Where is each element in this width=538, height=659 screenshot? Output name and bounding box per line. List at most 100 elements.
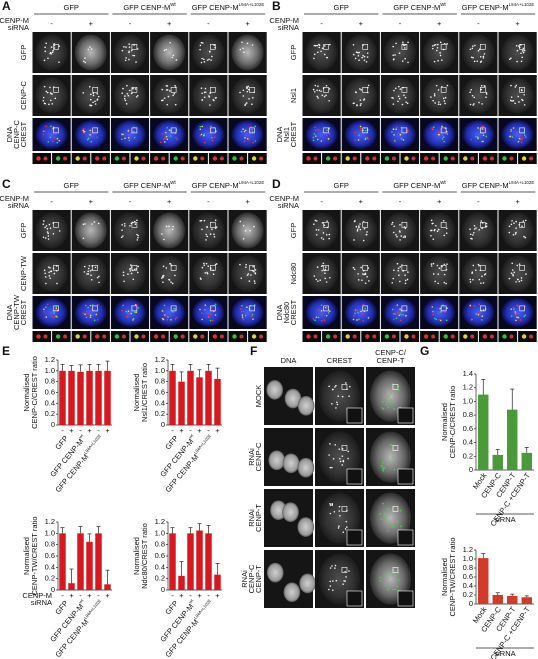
spot (437, 103, 440, 106)
zoom-inset (71, 331, 91, 342)
spot (520, 60, 523, 63)
spot (524, 236, 527, 239)
zoom-spot (251, 334, 257, 339)
spot (137, 234, 139, 237)
spot (328, 454, 330, 456)
cell-body (305, 34, 338, 71)
spot (53, 137, 56, 139)
roi-box (519, 305, 525, 312)
spot (199, 134, 202, 137)
spot (359, 228, 362, 231)
zoom-spot (372, 334, 377, 339)
spot (209, 92, 212, 94)
roi-box (323, 264, 329, 271)
spot (385, 517, 387, 520)
spot (508, 277, 511, 280)
spot (483, 273, 486, 276)
condition-label: CENP-M (0, 194, 29, 203)
cell-body (462, 297, 495, 328)
spot (53, 44, 56, 47)
spot (398, 85, 400, 88)
spot (443, 273, 446, 276)
spot (517, 95, 520, 98)
spot (327, 137, 330, 140)
zoom-spot (55, 334, 61, 339)
spot (511, 220, 513, 222)
spot (251, 44, 254, 46)
y-tick-label: 0.2 (463, 590, 473, 599)
spot (83, 265, 86, 268)
spot (200, 312, 203, 314)
spot (522, 51, 525, 54)
spot (329, 512, 332, 515)
spot (48, 103, 50, 106)
spot (245, 266, 247, 269)
spot (432, 238, 435, 240)
spot (52, 232, 55, 235)
spot (49, 99, 52, 102)
spot (334, 567, 336, 569)
spot (134, 223, 137, 226)
zoom-spot (36, 156, 41, 161)
spot (514, 86, 517, 88)
spot (132, 87, 134, 90)
spot (338, 448, 341, 450)
spot (363, 99, 365, 101)
spot (388, 521, 390, 524)
panel-label: E (2, 344, 10, 358)
zoom-spot (411, 156, 416, 161)
cell-body (35, 34, 68, 71)
spot (137, 307, 140, 309)
spot (367, 138, 369, 140)
spot (481, 319, 483, 321)
zoom-spot (333, 334, 338, 339)
spot (58, 45, 61, 47)
spot (441, 134, 444, 137)
spot (128, 46, 131, 48)
spot (391, 572, 393, 575)
spot (518, 137, 521, 140)
spot (244, 129, 247, 132)
spot (316, 95, 319, 98)
sign-label: + (197, 591, 202, 600)
spot (252, 97, 254, 99)
y-tick-label: 0.4 (155, 562, 165, 571)
spot (362, 273, 364, 275)
zoom-spot (212, 334, 218, 339)
spot (209, 51, 211, 53)
spot (398, 230, 401, 233)
spot (161, 88, 164, 91)
spot (124, 225, 126, 227)
spot (315, 316, 318, 318)
spot (347, 450, 350, 453)
spot (353, 239, 355, 241)
roi-box (480, 222, 486, 228)
zoom-inset (110, 331, 130, 342)
roi-box (440, 87, 447, 93)
spot (45, 125, 47, 128)
zoom-spot (75, 334, 80, 339)
roi-box (323, 305, 329, 312)
roi-box (341, 506, 348, 512)
spot (431, 306, 434, 308)
spot (83, 132, 85, 134)
error-bar (105, 569, 110, 585)
spot (84, 313, 86, 316)
inset (346, 407, 363, 424)
spot (395, 128, 397, 131)
spot (332, 457, 335, 460)
roi-box (170, 305, 177, 312)
spot (399, 224, 401, 226)
spot (434, 317, 436, 320)
error-bar (197, 369, 202, 378)
zoom-spot (384, 334, 390, 339)
spot (436, 264, 439, 267)
row-label: Nsl1 (282, 127, 291, 142)
spot (470, 56, 473, 59)
zoom-inset (91, 331, 110, 342)
spot (92, 92, 95, 95)
spot (329, 585, 332, 587)
sign-label: + (215, 426, 220, 435)
cell-body (35, 119, 68, 150)
spot (391, 221, 394, 224)
